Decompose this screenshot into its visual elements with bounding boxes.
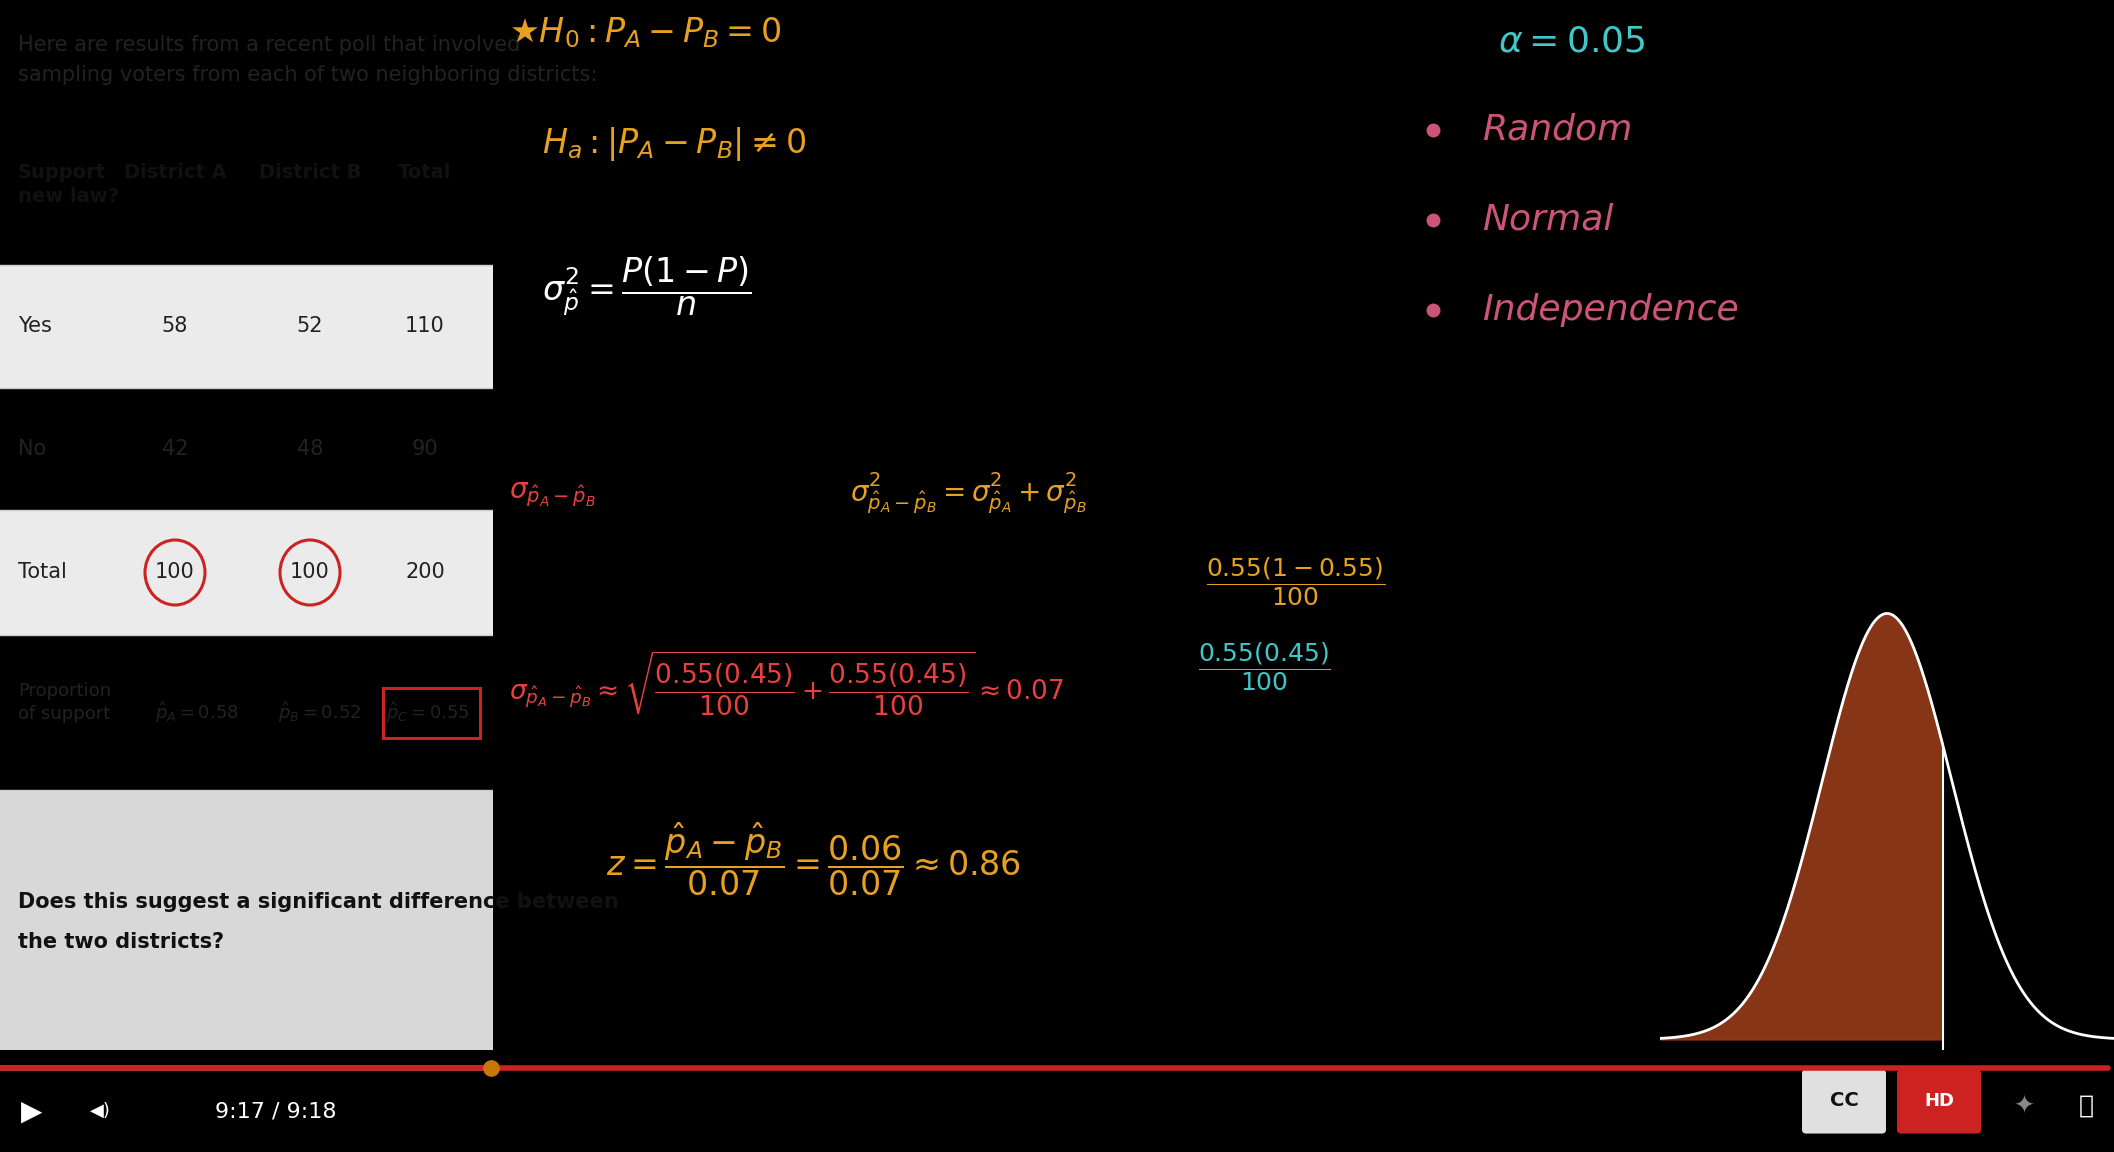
Text: ⛶: ⛶ — [2078, 1094, 2093, 1119]
Text: 58: 58 — [163, 317, 188, 336]
FancyBboxPatch shape — [1801, 1069, 1886, 1134]
Text: Does this suggest a significant difference between: Does this suggest a significant differen… — [19, 892, 619, 912]
Text: Total: Total — [397, 162, 452, 182]
Text: Random: Random — [1482, 113, 1632, 147]
FancyBboxPatch shape — [1896, 1069, 1981, 1134]
Text: ▶: ▶ — [21, 1097, 42, 1126]
Text: Here are results from a recent poll that involved: Here are results from a recent poll that… — [19, 35, 520, 55]
Text: $\alpha = 0.05$: $\alpha = 0.05$ — [1499, 25, 1645, 59]
Text: 48: 48 — [296, 439, 323, 458]
Text: 100: 100 — [290, 562, 330, 583]
Text: $\sigma^2_{\hat{p}_A-\hat{p}_B} = \sigma^2_{\hat{p}_A} + \sigma^2_{\hat{p}_B}$: $\sigma^2_{\hat{p}_A-\hat{p}_B} = \sigma… — [850, 470, 1087, 515]
Text: 90: 90 — [412, 439, 438, 458]
Text: 9:17 / 9:18: 9:17 / 9:18 — [216, 1101, 336, 1121]
Text: $H_a: |P_A - P_B| \neq 0$: $H_a: |P_A - P_B| \neq 0$ — [541, 126, 805, 162]
Text: $\hat{p}_A = 0.58$: $\hat{p}_A = 0.58$ — [154, 700, 239, 725]
Text: sampling voters from each of two neighboring districts:: sampling voters from each of two neighbo… — [19, 65, 598, 85]
Text: ◀): ◀) — [89, 1102, 110, 1120]
Text: Proportion
of support: Proportion of support — [19, 682, 112, 723]
Text: $z = \dfrac{\hat{p}_A - \hat{p}_B}{0.07} = \dfrac{0.06}{0.07} \approx 0.86$: $z = \dfrac{\hat{p}_A - \hat{p}_B}{0.07}… — [607, 820, 1021, 897]
Text: Yes: Yes — [19, 317, 53, 336]
Text: Support
new law?: Support new law? — [19, 162, 118, 205]
Text: CC: CC — [1829, 1091, 1858, 1111]
Text: District A: District A — [123, 162, 226, 182]
Text: No: No — [19, 439, 47, 458]
Text: $\dfrac{0.55(1-0.55)}{100}$: $\dfrac{0.55(1-0.55)}{100}$ — [1207, 555, 1385, 608]
FancyBboxPatch shape — [0, 265, 493, 388]
Text: Total: Total — [19, 562, 68, 583]
Text: District B: District B — [258, 162, 361, 182]
Text: $\hat{p}_C = 0.55$: $\hat{p}_C = 0.55$ — [387, 700, 469, 725]
Text: $\bigstar H_0: P_A - P_B = 0$: $\bigstar H_0: P_A - P_B = 0$ — [509, 15, 782, 50]
Text: 110: 110 — [406, 317, 444, 336]
Text: Normal: Normal — [1482, 203, 1613, 237]
FancyBboxPatch shape — [0, 510, 493, 635]
FancyBboxPatch shape — [0, 790, 493, 1049]
Text: ✦: ✦ — [2013, 1094, 2034, 1119]
Text: 100: 100 — [154, 562, 194, 583]
Text: 52: 52 — [296, 317, 323, 336]
Text: the two districts?: the two districts? — [19, 932, 224, 952]
Text: HD: HD — [1924, 1092, 1953, 1111]
Text: 42: 42 — [163, 439, 188, 458]
Text: $\dfrac{0.55(0.45)}{100}$: $\dfrac{0.55(0.45)}{100}$ — [1199, 641, 1332, 692]
Text: Independence: Independence — [1482, 293, 1738, 327]
Text: $\sigma_{\hat{p}_A-\hat{p}_B} \approx \sqrt{\dfrac{0.55(0.45)}{100} + \dfrac{0.5: $\sigma_{\hat{p}_A-\hat{p}_B} \approx \s… — [509, 650, 1063, 719]
Text: 200: 200 — [406, 562, 444, 583]
Text: $\sigma_{\hat{p}_A-\hat{p}_B}$: $\sigma_{\hat{p}_A-\hat{p}_B}$ — [509, 480, 596, 508]
Text: $\hat{p}_B = 0.52$: $\hat{p}_B = 0.52$ — [279, 700, 361, 725]
Text: $\sigma^2_{\hat{p}} = \dfrac{P(1-P)}{n}$: $\sigma^2_{\hat{p}} = \dfrac{P(1-P)}{n}$ — [541, 255, 753, 318]
